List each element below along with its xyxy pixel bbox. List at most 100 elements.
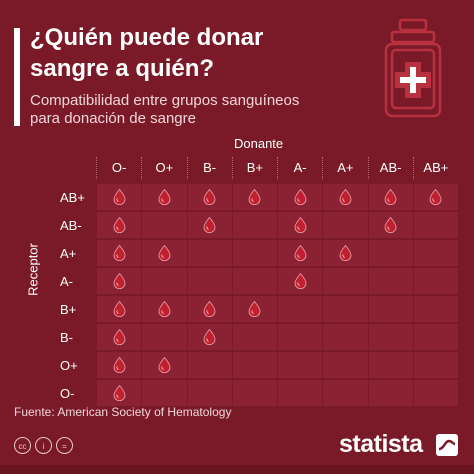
no-derivatives-icon[interactable]: = bbox=[56, 437, 73, 454]
row-header: B- bbox=[60, 329, 73, 345]
statista-logo[interactable]: statista bbox=[339, 430, 423, 458]
blood-drop-icon bbox=[203, 301, 216, 317]
table-cell bbox=[231, 184, 277, 210]
table-cell bbox=[277, 324, 323, 350]
table-cell bbox=[96, 184, 142, 210]
blood-drop-icon bbox=[113, 329, 126, 345]
table-cell bbox=[277, 352, 323, 378]
table-cell bbox=[186, 268, 232, 294]
column-header: O- bbox=[96, 157, 141, 179]
recipient-axis-label: Receptor bbox=[25, 243, 41, 296]
column-header: A- bbox=[277, 157, 322, 179]
blood-drop-icon bbox=[158, 245, 171, 261]
table-row: AB- bbox=[54, 211, 458, 239]
blood-drop-icon bbox=[294, 217, 307, 233]
table-cell bbox=[277, 184, 323, 210]
blood-drop-icon bbox=[203, 329, 216, 345]
table-cell bbox=[141, 268, 187, 294]
table-cell bbox=[367, 324, 413, 350]
table-cell bbox=[141, 380, 187, 406]
blood-drop-icon bbox=[158, 357, 171, 373]
blood-drop-icon bbox=[294, 189, 307, 205]
table-cell bbox=[277, 268, 323, 294]
row-header: AB- bbox=[60, 217, 82, 233]
attribution-icon[interactable]: i bbox=[35, 437, 52, 454]
table-cell bbox=[277, 296, 323, 322]
table-cell bbox=[141, 296, 187, 322]
column-header: AB- bbox=[367, 157, 413, 179]
license-icons: cc i = bbox=[14, 437, 73, 454]
table-cell bbox=[367, 352, 413, 378]
table-cell bbox=[231, 352, 277, 378]
blood-drop-icon bbox=[158, 301, 171, 317]
blood-drop-icon bbox=[113, 245, 126, 261]
title-accent-bar bbox=[14, 28, 20, 126]
blood-drop-icon bbox=[248, 189, 261, 205]
blood-drop-icon bbox=[248, 301, 261, 317]
table-row: O- bbox=[54, 379, 458, 407]
blood-drop-icon bbox=[294, 273, 307, 289]
table-cell bbox=[141, 184, 187, 210]
table-cell bbox=[141, 352, 187, 378]
donor-axis-label: Donante bbox=[234, 136, 284, 151]
column-header: A+ bbox=[322, 157, 367, 179]
table-row: O+ bbox=[54, 351, 458, 379]
table-cell bbox=[367, 268, 413, 294]
blood-drop-icon bbox=[113, 273, 126, 289]
table-cell bbox=[412, 296, 458, 322]
blood-drop-icon bbox=[113, 217, 126, 233]
table-row: B+ bbox=[54, 295, 458, 323]
table-cell bbox=[96, 324, 142, 350]
table-row: A- bbox=[54, 267, 458, 295]
row-header: B+ bbox=[60, 301, 77, 317]
blood-drop-icon bbox=[203, 217, 216, 233]
table-cell bbox=[367, 212, 413, 238]
table-cell bbox=[322, 380, 368, 406]
blood-drop-icon bbox=[429, 189, 442, 205]
table-cell bbox=[322, 352, 368, 378]
source-note: Fuente: American Society of Hematology bbox=[14, 405, 232, 419]
table-cell bbox=[186, 184, 232, 210]
blood-drop-icon bbox=[384, 189, 397, 205]
footer-band bbox=[0, 465, 474, 474]
table-cell bbox=[412, 212, 458, 238]
table-cell bbox=[141, 324, 187, 350]
table-cell bbox=[186, 296, 232, 322]
table-row: AB+ bbox=[54, 183, 458, 211]
blood-drop-icon bbox=[339, 245, 352, 261]
table-cell bbox=[141, 240, 187, 266]
table-cell bbox=[141, 212, 187, 238]
table-cell bbox=[186, 352, 232, 378]
row-header: O+ bbox=[60, 357, 78, 373]
table-cell bbox=[367, 240, 413, 266]
table-cell bbox=[96, 296, 142, 322]
blood-drop-icon bbox=[113, 357, 126, 373]
table-row: B- bbox=[54, 323, 458, 351]
blood-drop-icon bbox=[113, 385, 126, 401]
table-cell bbox=[367, 184, 413, 210]
blood-drop-icon bbox=[384, 217, 397, 233]
page-title: ¿Quién puede donar sangre a quién? bbox=[30, 24, 264, 82]
column-header: B- bbox=[186, 157, 232, 179]
table-cell bbox=[96, 380, 142, 406]
row-header: AB+ bbox=[60, 189, 85, 205]
table-cell bbox=[186, 212, 232, 238]
table-cell bbox=[322, 324, 368, 350]
table-cell bbox=[96, 212, 142, 238]
table-cell bbox=[322, 296, 368, 322]
blood-bag-icon bbox=[384, 18, 442, 118]
table-cell bbox=[412, 184, 458, 210]
table-cell bbox=[231, 296, 277, 322]
table-cell bbox=[186, 240, 232, 266]
blood-drop-icon bbox=[113, 189, 126, 205]
row-header: A- bbox=[60, 273, 73, 289]
table-cell bbox=[412, 268, 458, 294]
row-header: A+ bbox=[60, 245, 77, 261]
column-header: B+ bbox=[231, 157, 277, 179]
table-cell bbox=[186, 324, 232, 350]
table-cell bbox=[231, 268, 277, 294]
blood-drop-icon bbox=[294, 245, 307, 261]
table-cell bbox=[277, 240, 323, 266]
table-cell bbox=[322, 240, 368, 266]
creative-commons-icon[interactable]: cc bbox=[14, 437, 31, 454]
